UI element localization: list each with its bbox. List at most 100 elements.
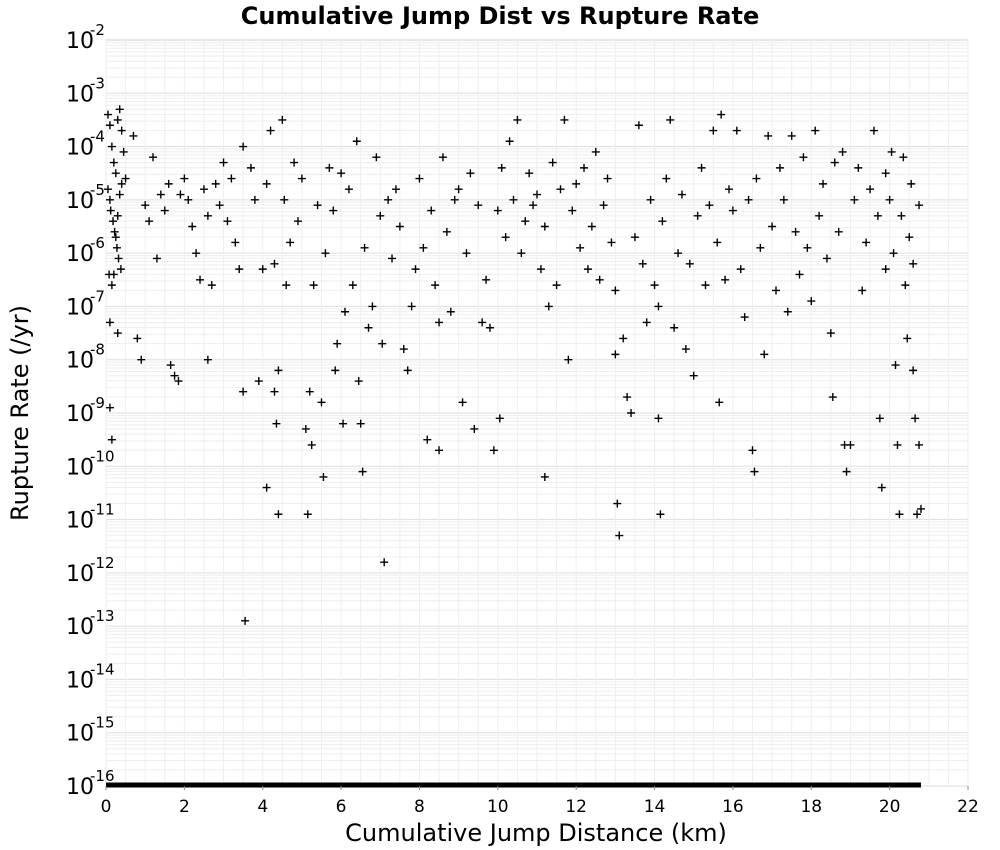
data-point (458, 398, 467, 407)
x-axis-label: Cumulative Jump Distance (km) (345, 819, 727, 847)
data-point (113, 329, 122, 338)
data-point (834, 227, 843, 236)
data-point (274, 366, 283, 375)
data-point (196, 275, 205, 284)
data-point (470, 424, 479, 433)
data-point (552, 281, 561, 290)
data-point (828, 393, 837, 402)
data-point (750, 467, 759, 476)
data-point (239, 142, 248, 151)
data-point (911, 414, 920, 423)
data-point (341, 307, 350, 316)
data-point (303, 510, 312, 519)
y-tick-exponent: -10 (90, 447, 115, 465)
y-tick-exponent: -3 (90, 74, 105, 92)
data-point (728, 206, 737, 215)
data-point (258, 265, 267, 274)
data-point (677, 190, 686, 199)
data-point (642, 318, 651, 327)
data-point (850, 195, 859, 204)
data-point (501, 233, 510, 242)
data-point (627, 409, 636, 417)
data-point (419, 243, 428, 252)
data-point (650, 281, 659, 290)
data-point (556, 185, 565, 194)
data-point (160, 206, 169, 215)
data-point (613, 499, 622, 508)
data-point (709, 126, 718, 135)
data-point (270, 259, 279, 268)
y-tick-exponent: -2 (90, 21, 105, 39)
data-point (462, 249, 471, 258)
y-tick-label: 10-9 (66, 394, 105, 427)
data-point (587, 222, 596, 231)
data-point (681, 345, 690, 354)
x-tick-label: 8 (414, 797, 425, 817)
data-point (109, 270, 118, 279)
data-point (913, 510, 922, 519)
data-point (254, 377, 263, 386)
data-point (391, 185, 400, 194)
data-point (638, 259, 647, 268)
data-point (407, 302, 416, 311)
data-point (895, 510, 904, 519)
data-point (717, 110, 726, 119)
data-point (901, 281, 910, 290)
data-point (368, 302, 377, 311)
x-tick-label: 4 (257, 797, 268, 817)
y-tick-base: 10 (66, 775, 94, 800)
data-point (331, 366, 340, 375)
data-point (280, 195, 289, 204)
y-tick-base: 10 (66, 668, 94, 693)
x-tick-label: 12 (565, 797, 587, 817)
data-point (270, 387, 279, 396)
data-point (768, 222, 777, 231)
data-point (333, 339, 342, 348)
data-point (875, 414, 884, 423)
x-tick-label: 6 (336, 797, 347, 817)
y-tick-base: 10 (66, 349, 94, 374)
y-tick-exponent: -9 (90, 394, 105, 412)
data-point (654, 302, 663, 311)
data-point (325, 163, 334, 172)
data-point (529, 201, 538, 210)
data-point (893, 440, 902, 449)
data-point (352, 137, 361, 146)
data-point (807, 297, 816, 306)
data-point (339, 419, 348, 428)
x-tick-label: 10 (487, 797, 509, 817)
data-point (611, 286, 620, 295)
data-point (115, 190, 124, 199)
data-point (697, 163, 706, 172)
data-point (819, 179, 828, 188)
data-point (184, 195, 193, 204)
data-point (838, 147, 847, 156)
y-tick-base: 10 (66, 509, 94, 534)
y-tick-label: 10-5 (66, 181, 105, 214)
data-point (909, 366, 918, 375)
y-tick-exponent: -14 (90, 660, 115, 678)
data-point (313, 201, 322, 210)
data-point (103, 185, 112, 194)
data-point (611, 350, 620, 359)
data-point (337, 169, 346, 178)
data-point (580, 163, 589, 172)
data-point (117, 126, 126, 135)
data-point (756, 243, 765, 252)
data-point (297, 174, 306, 183)
data-point (630, 233, 639, 242)
data-point (358, 467, 367, 476)
data-point (873, 211, 882, 220)
data-point (117, 179, 126, 188)
y-tick-base: 10 (66, 136, 94, 161)
data-point (654, 414, 663, 423)
data-point (188, 222, 197, 231)
data-point (513, 115, 522, 124)
data-point (203, 211, 212, 220)
data-point (307, 440, 316, 449)
data-point (693, 211, 702, 220)
data-point (493, 206, 502, 215)
data-point (319, 472, 328, 481)
data-point (495, 414, 504, 423)
y-tick-label: 10-14 (66, 660, 115, 693)
